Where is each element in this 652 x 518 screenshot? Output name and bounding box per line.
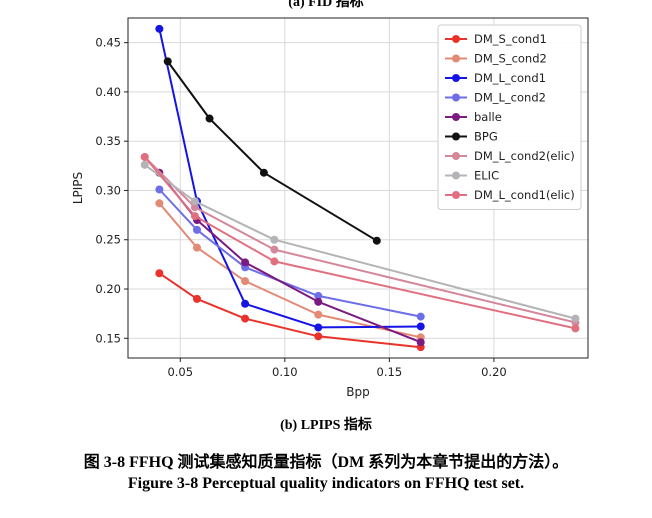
data-point	[241, 258, 250, 267]
series-lines	[140, 24, 580, 352]
legend-label: ELIC	[474, 169, 499, 183]
x-tick-label: 0.10	[272, 365, 298, 379]
data-point	[314, 323, 323, 332]
legend-entry: DM_S_cond1	[445, 32, 547, 46]
legend-entry: BPG	[445, 130, 498, 144]
series-line	[144, 163, 576, 320]
legend-label: BPG	[474, 130, 498, 144]
data-point	[416, 312, 425, 321]
y-tick-label: 0.45	[95, 36, 121, 50]
figure-caption-chinese: 图 3-8 FFHQ 测试集感知质量指标（DM 系列为本章节提出的方法）。	[83, 454, 569, 471]
series-line	[166, 60, 378, 242]
data-point	[416, 322, 425, 331]
legend-marker	[452, 113, 460, 121]
y-tick-label: 0.30	[95, 183, 121, 197]
data-point	[190, 197, 199, 206]
data-point	[270, 257, 279, 266]
legend-entry: DM_S_cond2	[445, 52, 547, 66]
data-point	[205, 114, 214, 123]
data-point	[193, 294, 201, 303]
x-tick-label: 0.20	[481, 365, 507, 379]
plot-area-frame	[127, 17, 589, 359]
series-line	[158, 28, 421, 329]
legend-marker	[452, 74, 460, 82]
y-tick-label: 0.15	[95, 331, 121, 345]
data-point	[241, 314, 250, 323]
legend-marker	[452, 132, 460, 141]
legend-entry: DM_L_cond1	[445, 71, 546, 85]
data-point	[571, 324, 580, 333]
top-subfigure-caption: (a) FID 指标	[288, 0, 364, 10]
legend-marker	[452, 93, 460, 102]
series-1	[155, 269, 425, 352]
legend-marker	[452, 152, 460, 160]
y-tick-label: 0.20	[95, 282, 121, 296]
data-point	[314, 332, 323, 341]
data-point	[163, 57, 172, 66]
data-point	[241, 299, 250, 308]
legend-entry: balle	[445, 110, 502, 124]
legend-marker	[452, 54, 460, 63]
series-2	[155, 199, 425, 342]
data-point	[155, 185, 164, 194]
data-point	[190, 203, 199, 212]
series-4	[155, 185, 425, 321]
data-point	[372, 236, 381, 245]
data-point	[314, 310, 323, 319]
legend-label: balle	[474, 110, 502, 124]
x-tick-label: 0.15	[377, 365, 403, 379]
data-point	[314, 297, 323, 306]
y-tick-label: 0.25	[95, 233, 121, 247]
data-point	[155, 24, 164, 33]
data-point	[241, 277, 250, 286]
x-axis-label: Bpp	[346, 385, 369, 399]
legend-entry: DM_L_cond2	[445, 91, 546, 105]
legend-label: DM_S_cond1	[474, 32, 547, 46]
data-point	[571, 314, 580, 323]
data-point	[193, 243, 201, 252]
legend-label: DM_L_cond2	[474, 91, 546, 105]
legend: DM_S_cond1 DM_S_cond2 DM_L_cond1 DM_L_cond2…	[437, 24, 582, 210]
data-point	[155, 199, 164, 208]
legend-marker	[452, 35, 460, 43]
y-tick-label: 0.35	[95, 134, 121, 148]
legend-entry: DM_L_cond2(elic)	[445, 149, 575, 163]
legend-label: DM_S_cond2	[474, 52, 547, 66]
data-point	[314, 291, 323, 300]
axis-ticks: 0.05 0.10 0.15 0.20 0.15 0.20 0.25 0.30 0.35 0.40…	[95, 36, 506, 379]
data-point	[193, 225, 201, 234]
data-point	[270, 235, 279, 244]
x-tick-label: 0.05	[167, 365, 193, 379]
figure-caption-english: Figure 3-8 Perceptual quality indicators…	[127, 475, 525, 492]
data-point	[270, 245, 279, 254]
legend-entry: ELIC	[445, 169, 499, 183]
series-6	[163, 57, 381, 245]
series-8	[140, 160, 580, 323]
y-tick-label: 0.40	[95, 85, 121, 99]
series-line	[143, 156, 576, 330]
y-axis-label: LPIPS	[71, 172, 85, 204]
data-point	[416, 338, 425, 347]
series-9	[140, 152, 580, 333]
legend-marker	[452, 171, 460, 180]
legend-label: DM_L_cond1	[474, 71, 546, 85]
legend-label: DM_L_cond1(elic)	[474, 188, 575, 202]
data-point	[259, 168, 268, 177]
data-point	[155, 269, 164, 278]
data-point	[140, 152, 149, 161]
subfigure-caption: (b) LPIPS 指标	[280, 418, 372, 433]
lpips-chart: 0.05 0.10 0.15 0.20 0.15 0.20 0.25 0.30 0.35 0.40…	[71, 17, 589, 399]
legend-marker	[452, 191, 460, 199]
legend-label: DM_L_cond2(elic)	[474, 149, 575, 163]
data-point	[140, 160, 149, 169]
data-point	[190, 212, 199, 221]
legend-entry: DM_L_cond1(elic)	[445, 188, 575, 202]
legend-box	[437, 24, 582, 210]
series-3	[155, 24, 425, 332]
